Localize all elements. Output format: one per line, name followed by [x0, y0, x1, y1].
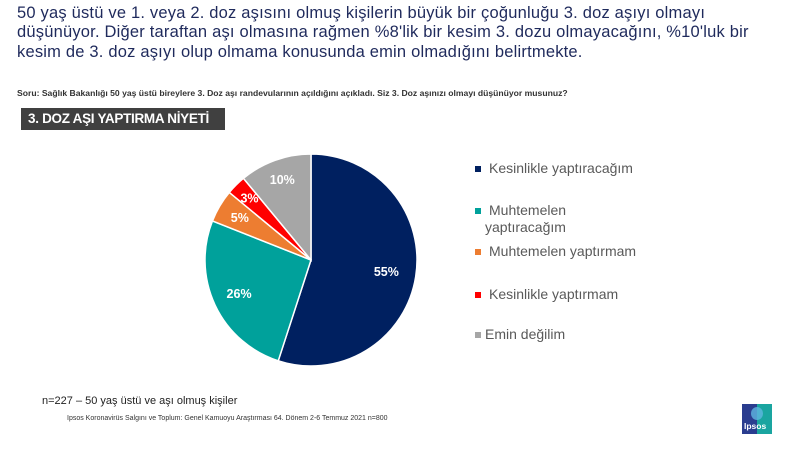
legend-marker-icon — [475, 332, 481, 338]
legend-marker-icon — [475, 292, 481, 298]
slice-label: 10% — [270, 173, 295, 187]
legend-label: Emin değilim — [485, 326, 566, 342]
pie-slices — [204, 153, 418, 367]
pie-slice-1 — [204, 220, 312, 362]
legend-label: Muhtemelen — [489, 202, 567, 218]
head-silhouette-icon — [751, 407, 763, 420]
sample-note: n=227 – 50 yaş üstü ve aşı olmuş kişiler — [42, 395, 238, 407]
survey-question: Soru: Sağlık Bakanlığı 50 yaş üstü birey… — [17, 88, 568, 98]
legend-marker-icon — [475, 208, 481, 214]
section-header: 3. DOZ AŞI YAPTIRMA NİYETİ — [21, 108, 225, 130]
slice-label: 26% — [227, 287, 252, 301]
ipsos-logo: Ipsos — [742, 404, 772, 434]
legend-label: Kesinlikle yaptırmam — [489, 286, 619, 302]
legend-label: Kesinlikle yaptıracağım — [489, 160, 633, 176]
headline: 50 yaş üstü ve 1. veya 2. doz aşısını ol… — [17, 4, 749, 61]
slice-label: 3% — [240, 192, 258, 206]
pie-slice-4 — [242, 153, 312, 263]
slice-label: 5% — [231, 211, 249, 225]
source-note: Ipsos Koronavirüs Salgını ve Toplum: Gen… — [67, 415, 388, 422]
pie-slice-0 — [277, 153, 418, 367]
legend-label-line2: yaptıracağım — [485, 219, 566, 235]
legend-marker-icon — [475, 249, 481, 255]
section-title: 3. DOZ AŞI YAPTIRMA NİYETİ — [28, 111, 209, 126]
legend-label: Muhtemelen yaptırmam — [489, 243, 637, 259]
slice-label: 55% — [374, 265, 399, 279]
legend-marker-icon — [475, 166, 481, 172]
pie-labels: 55% 26% 5% 3% 10% — [227, 173, 399, 301]
